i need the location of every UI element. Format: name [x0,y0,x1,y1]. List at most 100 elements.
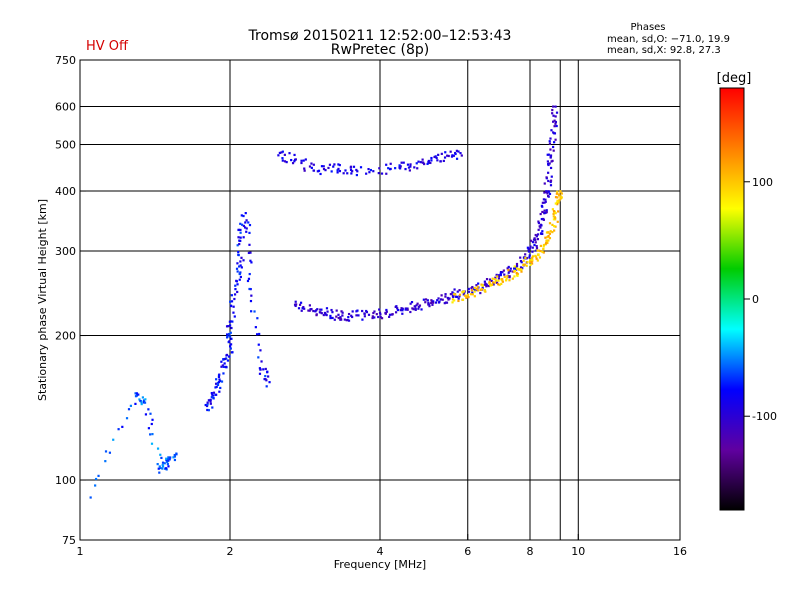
data-points [89,105,563,499]
echo-point [547,179,550,183]
echo-point [377,315,380,319]
echo-point [463,294,467,297]
echo-point [465,295,468,298]
echo-point [216,383,220,386]
echo-point [533,243,536,247]
echo-point [509,270,512,273]
echo-point [457,299,460,303]
echo-point [494,279,498,282]
echo-point [167,456,170,459]
echo-point [556,196,559,199]
echo-point [161,467,164,470]
echo-point [359,166,363,169]
echo-point [221,364,224,367]
echo-point [436,299,439,302]
echo-point [546,241,549,245]
echo-point [458,289,461,292]
echo-point [483,283,486,286]
echo-point [432,300,435,303]
echo-point [544,236,547,239]
echo-point [215,393,218,396]
echo-point [239,236,242,239]
echo-point [556,200,559,203]
echo-point [239,271,242,274]
echo-point [175,453,178,456]
echo-point [308,165,312,168]
echo-point [312,163,315,166]
echo-point [367,167,370,171]
echo-point [512,270,515,273]
echo-point [541,205,544,208]
echo-point [546,160,549,163]
echo-point [550,175,553,178]
stats-x-line: mean, sd,X: 92.8, 27.3 [607,45,721,56]
echo-point [217,374,221,377]
echo-point [508,275,511,278]
grid [80,60,680,540]
echo-point [449,293,452,296]
echo-point [368,171,371,174]
echo-point [173,458,177,462]
echo-point [431,303,434,306]
echo-point [549,230,552,233]
echo-point [317,169,321,172]
echo-point [547,239,550,242]
echo-point [245,227,248,230]
echo-point [483,289,486,292]
echo-point [322,165,325,168]
echo-point [259,349,262,352]
echo-point [475,287,478,291]
echo-point [470,289,474,292]
echo-point [483,280,486,283]
echo-point [367,313,371,316]
stats-o-line: mean, sd,O: −71.0, 19.9 [607,34,730,45]
echo-point [544,198,547,201]
echo-point [522,263,526,266]
echo-point [259,368,262,371]
echo-point [520,268,523,271]
echo-point [232,305,235,308]
echo-point [548,222,552,225]
echo-point [212,394,215,397]
echo-point [410,301,414,304]
echo-point [294,304,297,308]
x-tick-label: 10 [571,545,585,558]
echo-point [427,301,430,305]
echo-point [479,291,482,295]
echo-point [250,294,253,297]
echo-point [433,155,436,159]
echo-point [515,264,519,268]
echo-point [295,303,298,306]
echo-point [278,151,281,155]
echo-point [351,310,354,313]
echo-point [444,295,447,298]
echo-point [428,303,431,306]
echo-point [543,211,546,215]
echo-point [244,212,247,215]
echo-point [323,311,327,315]
echo-point [210,391,213,395]
echo-point [499,270,503,274]
echo-point [507,271,510,274]
echo-point [481,286,484,289]
echo-point [539,232,543,235]
echo-point [230,320,233,323]
echo-point [293,158,297,161]
echo-point [528,256,531,259]
x-tick-label: 6 [464,545,471,558]
echo-point [473,290,476,293]
echo-point [560,196,563,199]
echo-point [151,433,154,436]
echo-point [167,459,170,462]
echo-point [330,170,333,173]
echo-point [430,156,433,160]
echo-point [552,114,555,117]
echo-point [477,289,480,292]
echo-point [388,313,392,316]
echo-point [513,269,517,273]
echo-point [214,382,218,385]
echo-point [541,250,544,253]
echo-point [380,172,384,175]
echo-point [409,163,412,166]
echo-point [379,313,382,316]
